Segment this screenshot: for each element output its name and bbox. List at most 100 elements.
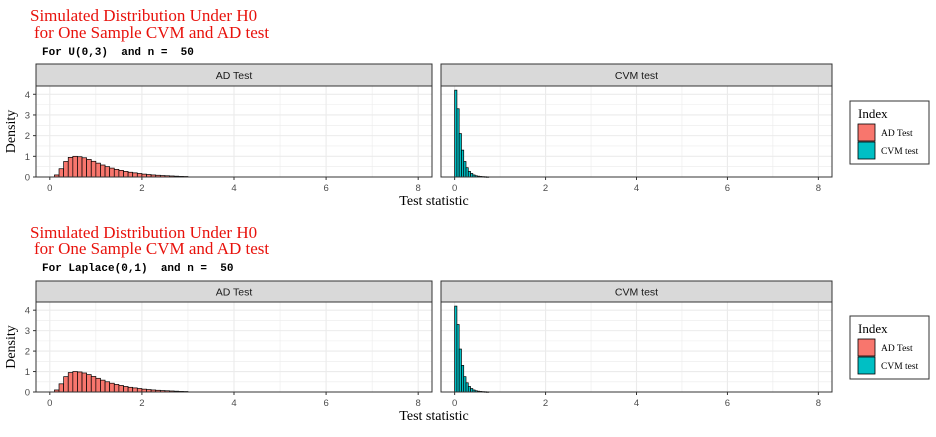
- x-tick-label: 8: [416, 183, 421, 194]
- y-axis-label: Density: [4, 110, 19, 154]
- histogram-bar: [81, 157, 88, 178]
- x-tick-label: 0: [47, 398, 52, 409]
- facet-strip-label: CVM test: [615, 70, 658, 82]
- chart-subtitle: For U(0,3) and n = 50: [42, 47, 194, 59]
- histogram-bar: [127, 386, 134, 393]
- x-tick-label: 2: [139, 398, 144, 409]
- histogram-bar: [104, 381, 111, 393]
- facet-strip-label: AD Test: [216, 70, 253, 82]
- legend-key-2: [857, 356, 876, 375]
- x-tick-label: 4: [231, 398, 236, 409]
- chart-title: Simulated Distribution Under H0: [30, 6, 257, 25]
- histogram-bar: [136, 173, 143, 178]
- y-tick-label: 1: [25, 152, 30, 163]
- x-tick-label: 6: [323, 398, 328, 409]
- histogram-bar: [123, 171, 129, 178]
- legend-label-2: CVM test: [881, 362, 919, 372]
- y-tick-label: 4: [25, 306, 30, 317]
- histogram-bar: [109, 382, 115, 393]
- histogram-bar: [100, 164, 106, 178]
- panel-ad-test: AD Test 0 2 4 6 8 0 1 2 3 4: [25, 280, 433, 409]
- y-tick-label: 2: [25, 347, 30, 358]
- y-axis-label: Density: [4, 325, 19, 369]
- histogram-bar: [90, 160, 97, 178]
- histogram-bar: [67, 157, 74, 178]
- histogram-bar: [77, 156, 83, 178]
- chart-title-line2: for One Sample CVM and AD test: [34, 239, 269, 258]
- y-tick-label: 0: [25, 173, 30, 184]
- panel-cvm-test: CVM test 0 2 4 6 8: [440, 280, 833, 409]
- histogram-bar: [95, 162, 101, 178]
- y-tick-label: 1: [25, 367, 30, 378]
- histogram-bar: [72, 155, 78, 178]
- histogram-bar: [100, 379, 106, 393]
- x-tick-label: 4: [231, 183, 236, 194]
- histogram-bar: [86, 159, 92, 178]
- histogram-bar: [132, 387, 138, 393]
- x-axis-label: Test statistic: [399, 194, 468, 209]
- y-tick-label: 3: [25, 326, 30, 337]
- histogram-bar: [109, 167, 115, 178]
- legend-key-1: [857, 123, 876, 142]
- histogram-bar: [63, 376, 69, 393]
- legend-label-1: AD Test: [881, 344, 913, 354]
- histogram-bar: [118, 385, 124, 393]
- histogram-bar: [90, 376, 97, 393]
- legend: Index AD Test CVM test: [849, 315, 930, 380]
- histogram-bar: [95, 377, 101, 393]
- histogram-bar: [72, 371, 78, 393]
- x-tick-label: 4: [634, 398, 639, 409]
- x-tick-label: 8: [416, 398, 421, 409]
- chart-title: Simulated Distribution Under H0: [30, 223, 257, 242]
- histogram-bar: [58, 168, 64, 178]
- legend-title: Index: [858, 106, 888, 121]
- histogram-bar: [118, 170, 124, 178]
- histogram-bar: [127, 171, 134, 178]
- x-tick-label: 0: [47, 183, 52, 194]
- histogram-bar: [132, 172, 138, 178]
- x-tick-label: 6: [725, 398, 730, 409]
- facet-strip-label: AD Test: [216, 287, 253, 299]
- histogram-bar: [58, 383, 64, 393]
- histogram-bar: [81, 372, 88, 393]
- histogram-bar: [67, 372, 74, 393]
- x-tick-label: 0: [452, 183, 457, 194]
- x-tick-label: 6: [323, 183, 328, 194]
- histogram-bar: [136, 388, 143, 393]
- legend-key-1: [857, 338, 876, 357]
- histogram-bar: [63, 161, 69, 178]
- chart-title-line2: for One Sample CVM and AD test: [34, 23, 269, 42]
- x-tick-label: 0: [452, 398, 457, 409]
- histogram-bar: [104, 166, 111, 178]
- histogram-bar: [86, 374, 92, 393]
- x-tick-label: 8: [816, 183, 821, 194]
- panel-ad-test: AD Test 0 2 4 6 8 0 1 2 3 4: [25, 63, 433, 194]
- y-tick-label: 0: [25, 388, 30, 399]
- facet-strip-label: CVM test: [615, 287, 658, 299]
- legend-title: Index: [858, 321, 888, 336]
- y-tick-label: 2: [25, 131, 30, 142]
- x-tick-label: 8: [816, 398, 821, 409]
- legend-label-2: CVM test: [881, 147, 919, 157]
- chart-subtitle: For Laplace(0,1) and n = 50: [42, 263, 233, 275]
- panel-cvm-test: CVM test 0 2 4 6 8: [440, 63, 833, 194]
- y-tick-label: 4: [25, 90, 30, 101]
- histogram-bar: [123, 386, 129, 393]
- histogram-bar: [113, 384, 120, 393]
- x-axis-label: Test statistic: [399, 409, 468, 424]
- y-tick-label: 3: [25, 110, 30, 121]
- legend-label-1: AD Test: [881, 129, 913, 139]
- x-tick-label: 2: [543, 183, 548, 194]
- histogram-bar: [77, 371, 83, 393]
- x-tick-label: 4: [634, 183, 639, 194]
- x-tick-label: 6: [725, 183, 730, 194]
- legend: Index AD Test CVM test: [849, 100, 930, 165]
- histogram-bar: [113, 168, 120, 178]
- x-tick-label: 2: [139, 183, 144, 194]
- legend-key-2: [857, 141, 876, 160]
- x-tick-label: 2: [543, 398, 548, 409]
